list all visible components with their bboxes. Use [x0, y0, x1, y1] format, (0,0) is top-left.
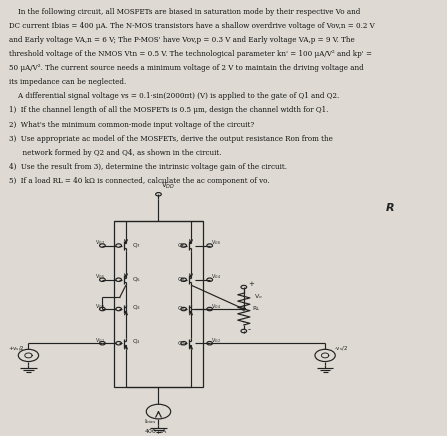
Text: V$_{G1}$: V$_{G1}$	[95, 336, 105, 345]
Text: 3)  Use appropriate ac model of the MOSFETs, derive the output resistance Ron fr: 3) Use appropriate ac model of the MOSFE…	[9, 135, 333, 143]
Text: In the following circuit, all MOSFETs are biased in saturation mode by their res: In the following circuit, all MOSFETs ar…	[9, 8, 360, 16]
Text: V$_{G6}$: V$_{G6}$	[211, 238, 221, 247]
Text: Q$_2$: Q$_2$	[177, 339, 186, 347]
Text: I$_{bias}$: I$_{bias}$	[143, 417, 156, 426]
Text: V$_o$: V$_o$	[254, 293, 263, 301]
Text: DC current Ibias = 400 μA. The N-MOS transistors have a shallow overdrive voltag: DC current Ibias = 400 μA. The N-MOS tra…	[9, 22, 375, 30]
Text: V$_{G4}$: V$_{G4}$	[211, 272, 221, 281]
Text: V$_{DD}$: V$_{DD}$	[160, 181, 175, 191]
Text: +: +	[248, 281, 254, 287]
Text: Q$_1$: Q$_1$	[132, 337, 141, 346]
Text: V$_{G5}$: V$_{G5}$	[95, 272, 105, 281]
Text: V$_{G3}$: V$_{G3}$	[95, 302, 105, 311]
Text: Q$_7$: Q$_7$	[132, 241, 141, 250]
Text: 5)  If a load RL = 40 kΩ is connected, calculate the ac component of vo.: 5) If a load RL = 40 kΩ is connected, ca…	[9, 177, 270, 185]
Text: 50 μA/V². The current source needs a minimum voltage of 2 V to maintain the driv: 50 μA/V². The current source needs a min…	[9, 65, 363, 72]
Text: 4)  Use the result from 3), determine the intrinsic voltage gain of the circuit.: 4) Use the result from 3), determine the…	[9, 163, 287, 170]
Text: Q$_5$: Q$_5$	[132, 276, 141, 284]
Text: and Early voltage VA,n = 6 V; The P-MOS' have Vov,p = 0.3 V and Early voltage VA: and Early voltage VA,n = 6 V; The P-MOS'…	[9, 36, 354, 44]
Text: A differential signal voltage vs = 0.1·sin(2000πt) (V) is applied to the gate of: A differential signal voltage vs = 0.1·s…	[9, 92, 339, 100]
Text: Q$_6$: Q$_6$	[177, 241, 186, 250]
Text: Q$_3$: Q$_3$	[132, 303, 141, 312]
Circle shape	[242, 308, 245, 310]
Text: 400 $\mu$A: 400 $\mu$A	[144, 427, 169, 436]
Text: Q$_4$: Q$_4$	[177, 305, 186, 313]
Text: its impedance can be neglected.: its impedance can be neglected.	[9, 78, 126, 86]
Bar	[114, 221, 203, 387]
Text: 2)  What's the minimum common-mode input voltage of the circuit?: 2) What's the minimum common-mode input …	[9, 120, 254, 129]
Text: 1)  If the channel length of all the MOSFETs is 0.5 μm, design the channel width: 1) If the channel length of all the MOSF…	[9, 106, 328, 115]
Text: -: -	[248, 325, 251, 334]
Text: +v$_s$/2: +v$_s$/2	[8, 344, 25, 354]
Text: -v$_s$/2: -v$_s$/2	[334, 344, 348, 354]
Text: network formed by Q2 and Q4, as shown in the circuit.: network formed by Q2 and Q4, as shown in…	[9, 149, 221, 157]
Text: threshold voltage of the NMOS Vtn = 0.5 V. The technological parameter kn' = 100: threshold voltage of the NMOS Vtn = 0.5 …	[9, 50, 372, 58]
Text: V$_{G7}$: V$_{G7}$	[95, 238, 105, 247]
Text: V$_{G2}$: V$_{G2}$	[211, 336, 221, 345]
Text: R: R	[386, 203, 395, 213]
Text: Q$_4$: Q$_4$	[177, 276, 186, 284]
Text: R$_L$: R$_L$	[252, 305, 261, 313]
Text: V$_{G4}$: V$_{G4}$	[211, 302, 221, 311]
